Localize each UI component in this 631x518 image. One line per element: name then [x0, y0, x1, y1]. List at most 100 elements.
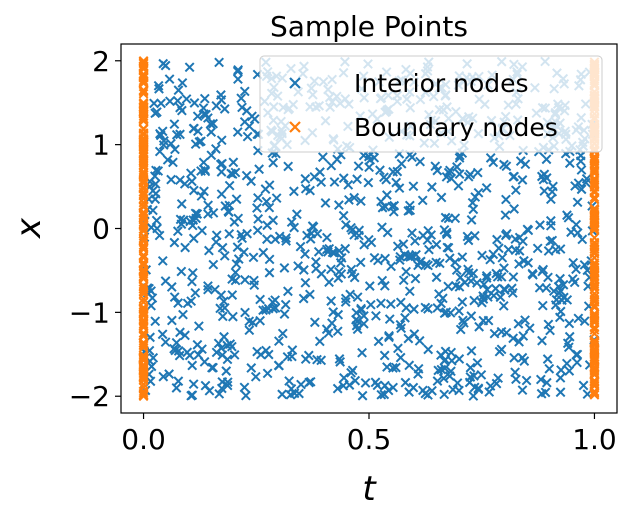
- interior-point: [441, 229, 452, 240]
- interior-point: [463, 264, 473, 275]
- interior-point: [164, 369, 175, 379]
- interior-point: [403, 251, 414, 262]
- interior-point: [558, 279, 569, 290]
- interior-point: [391, 362, 401, 373]
- interior-point: [538, 264, 549, 275]
- interior-point: [287, 345, 298, 355]
- interior-point: [478, 294, 489, 304]
- interior-point: [401, 266, 412, 277]
- interior-point: [509, 171, 520, 182]
- interior-point: [192, 209, 203, 219]
- interior-point: [454, 385, 464, 396]
- interior-point: [154, 230, 165, 241]
- interior-point: [298, 265, 309, 275]
- interior-point: [196, 191, 207, 201]
- boundary-point: [138, 136, 149, 147]
- y-tick-label: −1: [69, 296, 110, 329]
- interior-point: [355, 257, 366, 268]
- interior-point: [262, 368, 273, 379]
- interior-point: [371, 310, 381, 321]
- interior-point: [239, 86, 250, 97]
- boundary-point: [589, 377, 600, 387]
- boundary-point: [138, 280, 149, 291]
- interior-point: [206, 150, 217, 161]
- interior-point: [248, 252, 259, 263]
- interior-point: [168, 157, 178, 168]
- interior-point: [228, 157, 239, 168]
- interior-point: [422, 235, 433, 245]
- boundary-point: [138, 88, 149, 99]
- interior-point: [304, 289, 315, 300]
- interior-point: [468, 391, 479, 401]
- interior-point: [279, 309, 290, 319]
- interior-point: [524, 323, 535, 334]
- interior-point: [414, 257, 425, 268]
- interior-point: [411, 249, 421, 260]
- interior-point: [253, 214, 264, 224]
- legend-marker-interior-icon: [289, 77, 301, 89]
- interior-point: [150, 316, 161, 327]
- interior-point: [558, 292, 569, 303]
- interior-point: [180, 330, 190, 341]
- interior-point: [497, 252, 508, 263]
- interior-point: [384, 330, 394, 341]
- interior-point: [338, 173, 349, 184]
- interior-point: [578, 380, 589, 391]
- interior-point: [542, 354, 553, 364]
- interior-point: [229, 349, 240, 360]
- interior-point: [157, 126, 168, 137]
- interior-point: [203, 245, 214, 256]
- boundary-point: [138, 147, 149, 158]
- interior-point: [571, 349, 582, 360]
- interior-point: [496, 271, 507, 282]
- interior-point: [438, 373, 449, 384]
- interior-point: [200, 380, 211, 391]
- interior-point: [534, 282, 545, 293]
- interior-point: [321, 244, 332, 255]
- interior-point: [298, 293, 309, 304]
- interior-point: [581, 177, 591, 188]
- interior-point: [255, 349, 266, 360]
- interior-point: [499, 159, 509, 170]
- interior-point: [555, 372, 566, 383]
- interior-point: [576, 184, 587, 195]
- interior-point: [263, 349, 274, 360]
- interior-point: [246, 176, 256, 187]
- interior-point: [217, 311, 228, 322]
- interior-point: [223, 207, 234, 218]
- legend: Interior nodes Boundary nodes: [259, 55, 603, 153]
- boundary-point: [138, 368, 149, 379]
- interior-point: [176, 219, 187, 230]
- interior-point: [551, 294, 562, 305]
- boundary-point: [589, 294, 600, 305]
- interior-point: [281, 236, 292, 246]
- interior-point: [455, 324, 466, 335]
- interior-point: [572, 357, 582, 368]
- interior-point: [501, 228, 512, 239]
- interior-point: [394, 183, 405, 194]
- boundary-point: [138, 340, 149, 351]
- interior-point: [326, 296, 337, 306]
- boundary-point: [138, 342, 149, 353]
- interior-point: [242, 131, 253, 142]
- interior-point: [158, 140, 169, 150]
- interior-point: [233, 74, 243, 85]
- interior-point: [231, 259, 242, 269]
- interior-point: [410, 273, 421, 284]
- interior-point: [563, 342, 574, 353]
- interior-point: [466, 311, 477, 321]
- interior-point: [222, 380, 233, 391]
- interior-point: [175, 102, 185, 113]
- interior-point: [433, 365, 444, 376]
- x-tick-label: 0.5: [347, 423, 392, 456]
- interior-point: [216, 189, 227, 200]
- interior-point: [189, 98, 200, 108]
- interior-point: [562, 210, 572, 221]
- interior-point: [483, 315, 494, 326]
- interior-point: [541, 377, 552, 388]
- interior-point: [288, 186, 299, 197]
- interior-point: [498, 300, 509, 311]
- interior-point: [394, 255, 405, 266]
- interior-point: [395, 319, 406, 330]
- interior-point: [154, 146, 165, 157]
